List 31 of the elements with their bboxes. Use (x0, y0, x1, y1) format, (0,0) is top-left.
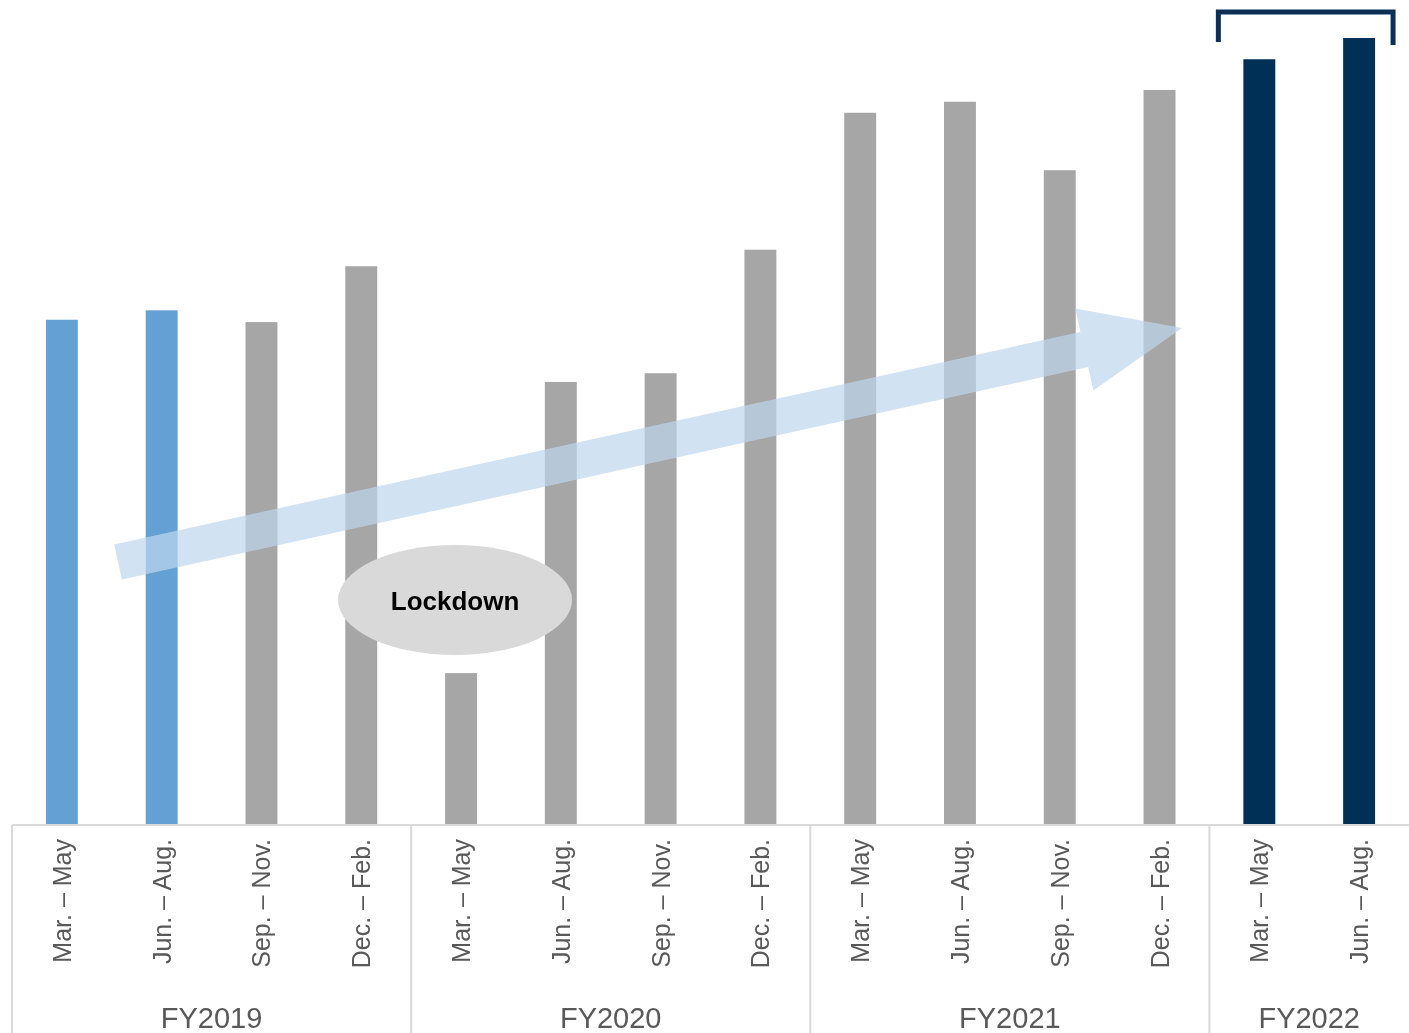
x-tick-label: Dec. – Feb. (1145, 839, 1174, 969)
text: FY2021 (959, 1002, 1061, 1033)
x-tick-label: Dec. – Feb. (347, 839, 376, 969)
bar (45, 319, 78, 825)
x-tick-label: Sep. – Nov. (1045, 839, 1074, 968)
x-tick-label: Mar. – May (447, 838, 476, 963)
bar (145, 310, 178, 825)
text: FY2019 (160, 1002, 263, 1033)
x-tick-label: Jun. – Aug. (1345, 839, 1374, 965)
annotation: Lockdown (390, 586, 520, 616)
x-tick-label: Mar. – May (1245, 838, 1274, 963)
bar (245, 322, 278, 825)
x-tick-label: Jun. – Aug. (147, 839, 176, 965)
bar (1143, 89, 1176, 825)
x-tick-label: Dec. – Feb. (746, 839, 775, 969)
bar (844, 112, 877, 825)
bar (744, 249, 777, 825)
x-tick-label: Jun. – Aug. (546, 839, 575, 965)
x-tick-label: Sep. – Nov. (646, 839, 675, 968)
text: FY2022 (1258, 1002, 1360, 1033)
x-tick-label: Mar. – May (47, 838, 76, 963)
bar (1043, 170, 1076, 825)
bar (1243, 59, 1276, 825)
x-tick-label: Mar. – May (846, 838, 875, 963)
x-tick-label: Sep. – Nov. (247, 839, 276, 968)
bar (1343, 38, 1376, 825)
bar (644, 373, 677, 825)
bar (445, 673, 477, 825)
text: FY2020 (559, 1002, 662, 1033)
x-tick-label: Jun. – Aug. (945, 839, 974, 965)
bar (944, 101, 976, 825)
